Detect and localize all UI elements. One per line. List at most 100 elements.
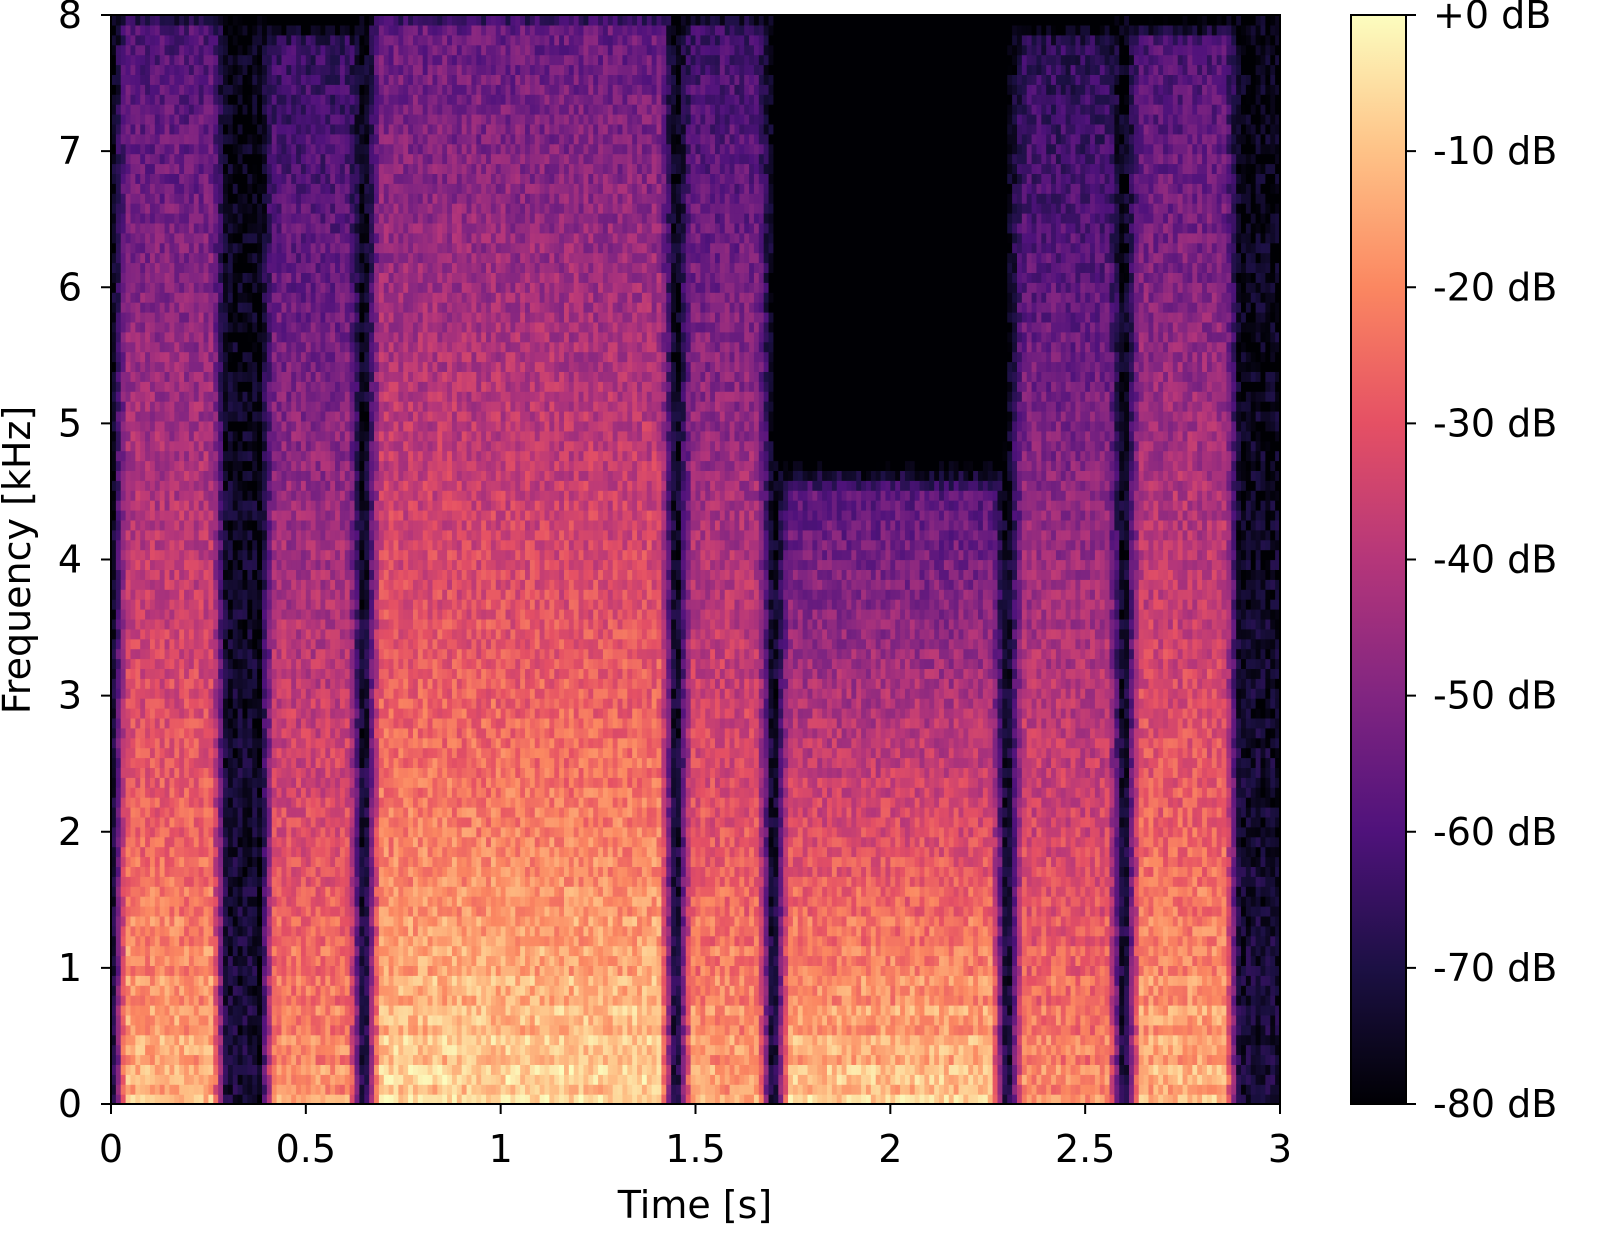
- spectrogram-cell: [184, 857, 189, 868]
- spectrogram-cell: [223, 35, 228, 46]
- spectrogram-cell: [121, 748, 126, 759]
- spectrogram-cell: [320, 698, 325, 709]
- spectrogram-cell: [179, 243, 184, 254]
- spectrogram-cell: [247, 1064, 252, 1075]
- spectrogram-cell: [301, 520, 306, 531]
- spectrogram-cell: [316, 391, 321, 402]
- spectrogram-cell: [174, 441, 179, 452]
- spectrogram-cell: [330, 659, 335, 670]
- spectrogram-cell: [204, 391, 209, 402]
- spectrogram-cell: [135, 698, 140, 709]
- spectrogram-cell: [325, 530, 330, 541]
- spectrogram-cell: [296, 243, 301, 254]
- spectrogram-cell: [194, 94, 199, 105]
- spectrogram-cell: [257, 371, 262, 382]
- spectrogram-cell: [320, 896, 325, 907]
- spectrogram-cell: [213, 203, 218, 214]
- spectrogram-cell: [228, 213, 233, 224]
- spectrogram-cell: [169, 659, 174, 670]
- spectrogram-cell: [316, 451, 321, 462]
- spectrogram-cell: [130, 906, 135, 917]
- spectrogram-cell: [208, 35, 213, 46]
- spectrogram-cell: [257, 837, 262, 848]
- spectrogram-cell: [301, 1015, 306, 1026]
- spectrogram-cell: [272, 114, 277, 125]
- spectrogram-cell: [247, 698, 252, 709]
- spectrogram-cell: [169, 441, 174, 452]
- spectrogram-cell: [150, 550, 155, 561]
- spectrogram-cell: [155, 94, 160, 105]
- spectrogram-cell: [228, 371, 233, 382]
- spectrogram-cell: [130, 1074, 135, 1085]
- spectrogram-cell: [165, 272, 170, 283]
- spectrogram-cell: [130, 431, 135, 442]
- spectrogram-cell: [223, 678, 228, 689]
- spectrogram-cell: [140, 946, 145, 957]
- spectrogram-cell: [155, 787, 160, 798]
- spectrogram-cell: [243, 956, 248, 967]
- spectrogram-cell: [126, 183, 131, 194]
- spectrogram-cell: [126, 84, 131, 95]
- spectrogram-cell: [174, 688, 179, 699]
- spectrogram-cell: [306, 530, 311, 541]
- spectrogram-cell: [218, 1025, 223, 1036]
- spectrogram-cell: [325, 540, 330, 551]
- spectrogram-cell: [218, 728, 223, 739]
- spectrogram-cell: [165, 253, 170, 264]
- spectrogram-cell: [238, 74, 243, 85]
- spectrogram-cell: [262, 1045, 267, 1056]
- spectrogram-cell: [169, 164, 174, 175]
- spectrogram-cell: [262, 164, 267, 175]
- spectrogram-cell: [238, 748, 243, 759]
- spectrogram-cell: [204, 352, 209, 363]
- spectrogram-cell: [218, 223, 223, 234]
- spectrogram-cell: [281, 441, 286, 452]
- spectrogram-cell: [243, 965, 248, 976]
- spectrogram-cell: [174, 1035, 179, 1046]
- spectrogram-cell: [243, 718, 248, 729]
- spectrogram-cell: [145, 461, 150, 472]
- spectrogram-cell: [286, 154, 291, 165]
- spectrogram-cell: [204, 550, 209, 561]
- spectrogram-cell: [238, 619, 243, 630]
- spectrogram-cell: [277, 767, 282, 778]
- spectrogram-cell: [169, 787, 174, 798]
- spectrogram-cell: [208, 490, 213, 501]
- spectrogram-cell: [160, 946, 165, 957]
- spectrogram-cell: [262, 857, 267, 868]
- spectrogram-cell: [189, 767, 194, 778]
- spectrogram-cell: [267, 183, 272, 194]
- spectrogram-cell: [194, 114, 199, 125]
- spectrogram-cell: [145, 470, 150, 481]
- spectrogram-cell: [306, 708, 311, 719]
- spectrogram-cell: [145, 55, 150, 66]
- spectrogram-cell: [238, 886, 243, 897]
- spectrogram-cell: [262, 629, 267, 640]
- spectrogram-cell: [155, 807, 160, 818]
- spectrogram-cell: [247, 787, 252, 798]
- spectrogram-cell: [325, 292, 330, 303]
- spectrogram-cell: [311, 550, 316, 561]
- spectrogram-cell: [169, 263, 174, 274]
- spectrogram-cell: [150, 777, 155, 788]
- spectrogram-cell: [281, 223, 286, 234]
- spectrogram-cell: [267, 906, 272, 917]
- spectrogram-cell: [311, 193, 316, 204]
- spectrogram-cell: [116, 490, 121, 501]
- spectrogram-cell: [272, 956, 277, 967]
- spectrogram-cell: [296, 1084, 301, 1095]
- spectrogram-cell: [121, 540, 126, 551]
- spectrogram-cell: [218, 787, 223, 798]
- spectrogram-cell: [140, 956, 145, 967]
- spectrogram-cell: [126, 787, 131, 798]
- spectrogram-cell: [272, 599, 277, 610]
- spectrogram-cell: [145, 45, 150, 56]
- spectrogram-cell: [204, 272, 209, 283]
- spectrogram-cell: [262, 866, 267, 877]
- spectrogram-cell: [223, 322, 228, 333]
- spectrogram-cell: [155, 302, 160, 313]
- spectrogram-cell: [145, 371, 150, 382]
- spectrogram-cell: [189, 916, 194, 927]
- spectrogram-cell: [218, 292, 223, 303]
- spectrogram-cell: [184, 84, 189, 95]
